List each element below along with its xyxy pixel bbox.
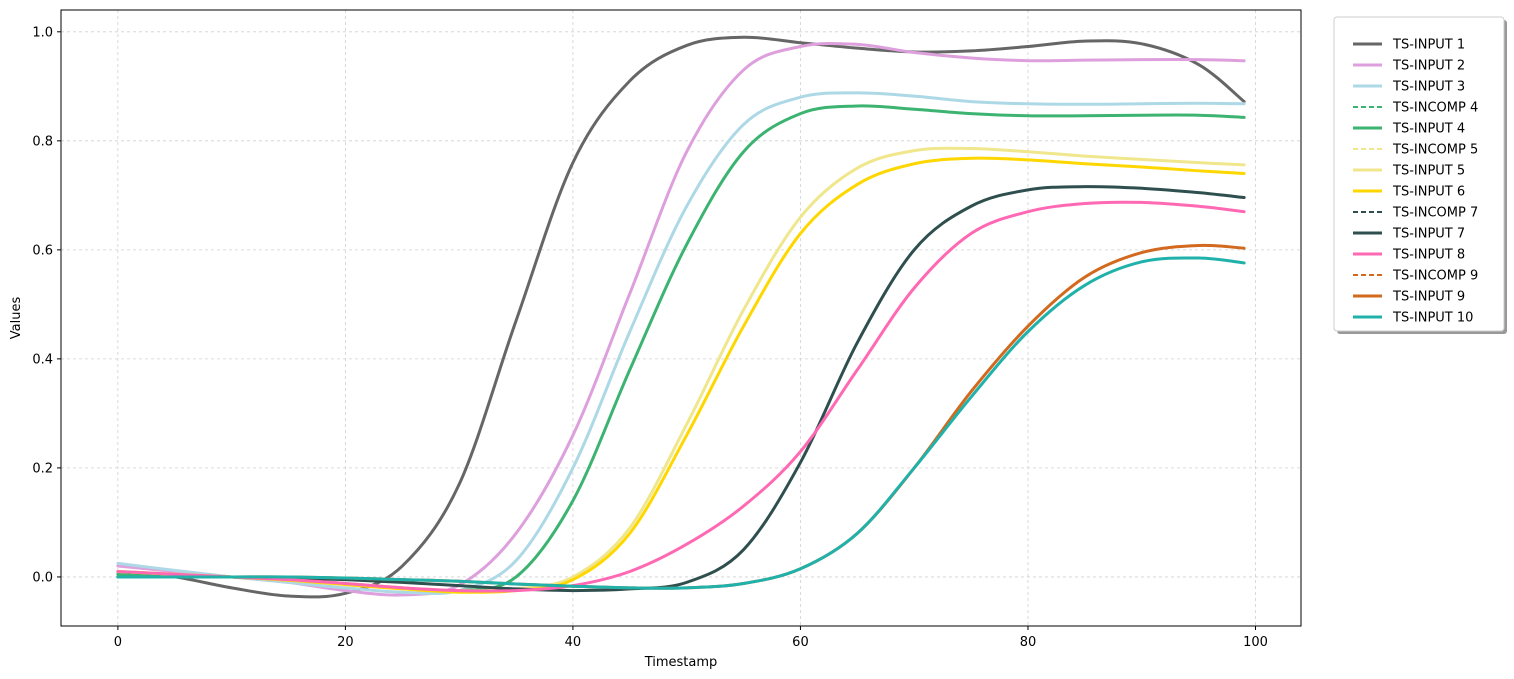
legend-label-ts-incomp-9: TS-INCOMP 9: [1392, 269, 1478, 284]
series-line-ts-input-2: [116, 41, 1246, 597]
legend-label-ts-incomp-7: TS-INCOMP 7: [1392, 206, 1478, 221]
legend-label-ts-incomp-4: TS-INCOMP 4: [1392, 101, 1478, 116]
legend-label-ts-input-6: TS-INPUT 6: [1392, 185, 1465, 200]
series-line-ts-input-4: [116, 104, 1246, 593]
y-tick-label: 0.0: [32, 570, 53, 585]
legend-label-ts-input-9: TS-INPUT 9: [1392, 290, 1465, 305]
legend-label-ts-input-4: TS-INPUT 4: [1392, 122, 1465, 137]
series-line-ts-input-8: [116, 200, 1246, 593]
legend-label-ts-input-2: TS-INPUT 2: [1392, 59, 1465, 74]
series-line-ts-input-6: [116, 156, 1246, 594]
axis-ticks: 0 20 40 60 80 100 0.0 0.2 0.4 0.6 0.8 1.0: [32, 25, 1268, 650]
series-line-ts-input-9: [116, 243, 1246, 590]
series-line-ts-input-3: [116, 91, 1246, 596]
y-tick-label: 1.0: [32, 25, 53, 40]
x-tick-label: 80: [1020, 635, 1037, 650]
y-tick-label: 0.4: [32, 352, 53, 367]
x-tick-label: 60: [792, 635, 809, 650]
legend-label-ts-incomp-5: TS-INCOMP 5: [1392, 143, 1478, 158]
x-tick-label: 40: [565, 635, 582, 650]
series-line-ts-input-1: [116, 35, 1246, 599]
series-lines: [116, 35, 1246, 599]
x-tick-label: 0: [114, 635, 122, 650]
legend-label-ts-input-3: TS-INPUT 3: [1392, 80, 1465, 95]
legend-label-ts-input-1: TS-INPUT 1: [1392, 38, 1465, 53]
legend-label-ts-input-5: TS-INPUT 5: [1392, 164, 1465, 179]
x-tick-label: 20: [337, 635, 354, 650]
series-line-ts-input-7: [116, 185, 1246, 593]
y-axis-label: Values: [9, 297, 24, 340]
x-axis-label: Timestamp: [644, 655, 718, 670]
legend-label-ts-input-7: TS-INPUT 7: [1392, 227, 1465, 242]
plot-frame: [60, 9, 1302, 627]
legend-label-ts-input-10: TS-INPUT 10: [1392, 311, 1473, 326]
y-tick-label: 0.8: [32, 134, 53, 149]
legend: TS-INPUT 1 TS-INPUT 2 TS-INPUT 3 TS-INCOMP …: [1333, 16, 1507, 334]
series-line-ts-input-10: [116, 256, 1246, 590]
y-tick-label: 0.2: [32, 461, 53, 476]
grid-lines: [61, 10, 1301, 626]
x-tick-label: 100: [1243, 635, 1268, 650]
legend-label-ts-input-8: TS-INPUT 8: [1392, 248, 1465, 263]
y-tick-label: 0.6: [32, 243, 53, 258]
